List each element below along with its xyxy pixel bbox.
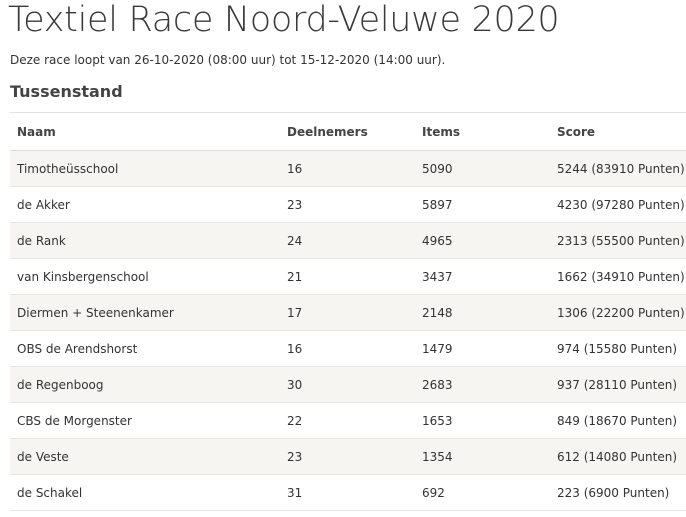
table-cell: 1653 xyxy=(415,402,550,439)
table-cell: de Regenboog xyxy=(10,366,280,403)
table-cell: van Kinsbergenschool xyxy=(10,258,280,295)
table-cell: Timotheüsschool xyxy=(10,150,280,187)
table-cell: 937 (28110 Punten) xyxy=(550,366,686,403)
page-title: Textiel Race Noord-Veluwe 2020 xyxy=(8,0,560,40)
table-head: Naam Deelnemers Items Score xyxy=(10,112,686,151)
table-cell: 974 (15580 Punten) xyxy=(550,330,686,367)
subtitle: Deze race loopt van 26-10-2020 (08:00 uu… xyxy=(10,53,446,67)
table-cell: 1306 (22200 Punten) xyxy=(550,294,686,331)
table-cell: 2313 (55500 Punten) xyxy=(550,222,686,259)
table-cell: 2683 xyxy=(415,366,550,403)
table-cell: 3437 xyxy=(415,258,550,295)
table-row: de Veste 23 1354 612 (14080 Punten) xyxy=(10,438,686,475)
table-cell: 612 (14080 Punten) xyxy=(550,438,686,475)
table-cell: 5244 (83910 Punten) xyxy=(550,150,686,187)
table-row: de Akker 23 5897 4230 (97280 Punten) xyxy=(10,186,686,223)
table-cell: 692 xyxy=(415,474,550,511)
table-cell: 1354 xyxy=(415,438,550,475)
table-cell: 16 xyxy=(280,330,415,367)
table-cell: 17 xyxy=(280,294,415,331)
table-cell: 23 xyxy=(280,186,415,223)
table-cell: de Veste xyxy=(10,438,280,475)
table-row: CBS de Morgenster 22 1653 849 (18670 Punten… xyxy=(10,402,686,439)
score-table: Naam Deelnemers Items Score Timotheüsschool… xyxy=(10,112,686,511)
table-row: de Schakel 31 692 223 (6900 Punten) xyxy=(10,474,686,511)
column-header: Items xyxy=(415,112,550,151)
table-cell: de Rank xyxy=(10,222,280,259)
table-cell: Diermen + Steenenkamer xyxy=(10,294,280,331)
table-row: Timotheüsschool 16 5090 5244 (83910 Punten) xyxy=(10,150,686,187)
table-row: Diermen + Steenenkamer 17 2148 1306 (22200 … xyxy=(10,294,686,331)
table-cell: CBS de Morgenster xyxy=(10,402,280,439)
header-row: Naam Deelnemers Items Score xyxy=(10,112,686,151)
table-row: van Kinsbergenschool 21 3437 1662 (34910 Pu… xyxy=(10,258,686,295)
table-row: de Rank 24 4965 2313 (55500 Punten) xyxy=(10,222,686,259)
table-cell: de Akker xyxy=(10,186,280,223)
table-cell: 16 xyxy=(280,150,415,187)
table-cell: 30 xyxy=(280,366,415,403)
table-cell: 4230 (97280 Punten) xyxy=(550,186,686,223)
table-cell: de Schakel xyxy=(10,474,280,511)
table-cell: OBS de Arendshorst xyxy=(10,330,280,367)
table-cell: 223 (6900 Punten) xyxy=(550,474,686,511)
table-cell: 23 xyxy=(280,438,415,475)
column-header: Score xyxy=(550,112,686,151)
table-row: OBS de Arendshorst 16 1479 974 (15580 Punte… xyxy=(10,330,686,367)
table-body: Timotheüsschool 16 5090 5244 (83910 Punten)… xyxy=(10,150,686,511)
table-cell: 849 (18670 Punten) xyxy=(550,402,686,439)
table-cell: 21 xyxy=(280,258,415,295)
table-row: de Regenboog 30 2683 937 (28110 Punten) xyxy=(10,366,686,403)
table-cell: 2148 xyxy=(415,294,550,331)
table-cell: 22 xyxy=(280,402,415,439)
column-header: Naam xyxy=(10,112,280,151)
table-cell: 24 xyxy=(280,222,415,259)
section-title: Tussenstand xyxy=(10,82,123,101)
table-cell: 5897 xyxy=(415,186,550,223)
table-cell: 4965 xyxy=(415,222,550,259)
table-cell: 1662 (34910 Punten) xyxy=(550,258,686,295)
table-cell: 31 xyxy=(280,474,415,511)
table-cell: 1479 xyxy=(415,330,550,367)
column-header: Deelnemers xyxy=(280,112,415,151)
table-cell: 5090 xyxy=(415,150,550,187)
